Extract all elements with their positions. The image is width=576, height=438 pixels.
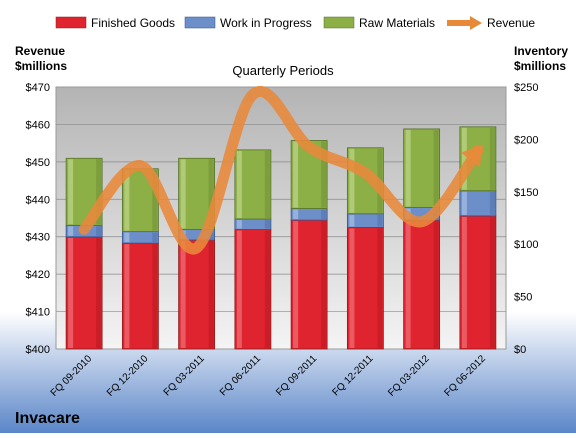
bar-shade: [489, 216, 495, 348]
chart-title: Quarterly Periods: [232, 63, 334, 78]
y-left-title-line2: $millions: [15, 59, 67, 73]
bar-highlight: [293, 141, 299, 208]
y-left-tick-label: $450: [26, 157, 50, 169]
y-left-tick-label: $410: [26, 307, 50, 319]
y-left-tick-label: $460: [26, 119, 50, 131]
legend-arrow-revenue: [470, 16, 482, 30]
y-right-tick-label: $150: [514, 187, 538, 199]
bar-shade: [489, 127, 495, 190]
bar-highlight: [461, 191, 467, 215]
legend-label-work-in-progress: Work in Progress: [220, 16, 312, 30]
bar-highlight: [124, 244, 130, 348]
bar-shade: [208, 241, 214, 348]
bar-shade: [96, 226, 102, 236]
bar-shade: [377, 214, 383, 227]
bar-highlight: [236, 150, 242, 219]
y-left-tick-label: $400: [26, 344, 50, 356]
bar-highlight: [124, 169, 130, 231]
bar-shade: [321, 141, 327, 208]
bar-highlight: [349, 214, 355, 227]
revenue-arrowhead: [461, 144, 483, 168]
y-left-title-line1: Revenue: [15, 44, 65, 58]
bar-shade: [321, 221, 327, 348]
bar-shade: [433, 221, 439, 348]
y-right-tick-label: $50: [514, 292, 532, 304]
bar-shade: [321, 209, 327, 220]
y-right-title-line1: Inventory: [514, 44, 568, 58]
company-name: Invacare: [15, 410, 80, 427]
y-right-tick-label: $250: [514, 82, 538, 94]
bar-highlight: [180, 159, 186, 229]
legend: Finished Goods Work in Progress Raw Mate…: [55, 16, 535, 30]
bar-highlight: [180, 241, 186, 348]
bar-highlight: [461, 216, 467, 348]
y-right-tick-label: $200: [514, 134, 538, 146]
y-right-tick-label: $100: [514, 239, 538, 251]
legend-label-finished-goods: Finished Goods: [91, 16, 175, 30]
bar-highlight: [68, 226, 74, 236]
y-right-tick-label: $0: [514, 344, 526, 356]
y-left-tick-label: $430: [26, 232, 50, 244]
y-left-tick-label: $470: [26, 82, 50, 94]
bar-shade: [96, 159, 102, 225]
revenue-line: [78, 86, 484, 255]
bar-highlight: [236, 220, 242, 229]
y-left-tick-label: $420: [26, 269, 50, 281]
legend-swatch-finished-goods: [55, 16, 87, 29]
bar-highlight: [405, 221, 411, 348]
bars: [65, 126, 497, 350]
bar-highlight: [349, 148, 355, 213]
bar-highlight: [68, 159, 74, 225]
bar-shade: [152, 244, 158, 348]
bar-shade: [152, 232, 158, 243]
bar-shade: [208, 159, 214, 229]
bar-shade: [152, 169, 158, 231]
bar-highlight: [68, 237, 74, 348]
bar-highlight: [124, 232, 130, 243]
bar-highlight: [405, 129, 411, 207]
legend-swatch-work-in-progress: [184, 16, 216, 29]
y-right-title-line2: $millions: [514, 59, 566, 73]
bar-shade: [264, 230, 270, 348]
bar-highlight: [461, 127, 467, 190]
bar-shade: [96, 237, 102, 348]
bar-shade: [377, 228, 383, 348]
bar-highlight: [236, 230, 242, 348]
legend-label-revenue: Revenue: [487, 16, 535, 30]
revenue-line-layer: [78, 86, 484, 255]
bar-shade: [264, 150, 270, 219]
bar-shade: [489, 191, 495, 215]
y-left-tick-label: $440: [26, 194, 50, 206]
bar-shade: [433, 129, 439, 207]
legend-label-raw-materials: Raw Materials: [359, 16, 435, 30]
bar-shade: [264, 220, 270, 229]
bar-highlight: [349, 228, 355, 348]
bar-highlight: [293, 221, 299, 348]
legend-swatch-raw-materials: [323, 16, 355, 29]
bar-highlight: [293, 209, 299, 220]
